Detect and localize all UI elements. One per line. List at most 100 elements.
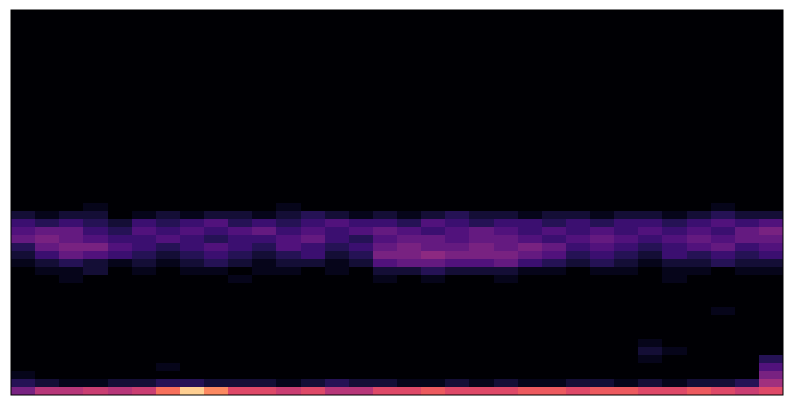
heatmap-cell [301,371,326,380]
heatmap-cell [59,10,84,19]
heatmap-cell [469,154,494,163]
heatmap-cell [445,34,470,43]
heatmap-cell [469,106,494,115]
heatmap-cell [204,371,229,380]
heatmap-cell [156,387,181,395]
heatmap-cell [735,379,760,388]
heatmap-cell [735,66,760,75]
heatmap-cell [735,114,760,123]
heatmap-cell [276,106,301,115]
heatmap-cell [469,211,494,220]
heatmap-cell [349,90,374,99]
heatmap-cell [518,283,543,292]
heatmap-cell [325,170,350,179]
heatmap-cell [445,259,470,268]
heatmap-cell [494,299,519,308]
heatmap-cell [759,122,783,131]
heatmap-cell [204,26,229,35]
heatmap-cell [180,50,205,59]
heatmap-cell [590,387,615,395]
heatmap-cell [735,355,760,364]
heatmap-cell [735,34,760,43]
heatmap-cell [108,355,133,364]
heatmap-cell [518,203,543,212]
heatmap-cell [180,259,205,268]
heatmap-cell [108,259,133,268]
heatmap-cell [373,98,398,107]
heatmap-cell [518,98,543,107]
heatmap-cell [325,387,350,395]
heatmap-cell [373,387,398,395]
heatmap-cell [204,34,229,43]
heatmap-cell [542,170,567,179]
heatmap-cell [108,299,133,308]
heatmap-cell [638,26,663,35]
heatmap-cell [180,26,205,35]
heatmap-cell [494,363,519,372]
heatmap-cell [83,331,108,340]
heatmap-cell [445,18,470,27]
heatmap-cell [132,42,157,51]
heatmap-cell [276,243,301,252]
heatmap-cell [566,50,591,59]
heatmap-cell [687,211,712,220]
heatmap-cell [349,315,374,324]
heatmap-cell [542,355,567,364]
heatmap-cell [662,275,687,284]
heatmap-cell [590,203,615,212]
heatmap-cell [445,138,470,147]
heatmap-cell [711,339,736,348]
heatmap-cell [132,18,157,27]
heatmap-cell [469,219,494,228]
heatmap-cell [566,26,591,35]
heatmap-cell [301,363,326,372]
heatmap-cell [373,219,398,228]
heatmap-cell [59,26,84,35]
heatmap-cell [204,74,229,83]
heatmap-cell [83,299,108,308]
heatmap-cell [59,211,84,220]
heatmap-cell [494,154,519,163]
heatmap-cell [687,299,712,308]
heatmap-cell [421,219,446,228]
heatmap-cell [180,10,205,19]
heatmap-cell [469,283,494,292]
heatmap-cell [638,355,663,364]
heatmap-cell [35,138,60,147]
heatmap-cell [397,194,422,203]
heatmap-cell [614,371,639,380]
heatmap-cell [252,371,277,380]
heatmap-cell [445,66,470,75]
heatmap-cell [83,66,108,75]
heatmap-cell [445,331,470,340]
heatmap-cell [711,98,736,107]
heatmap-cell [349,154,374,163]
heatmap-cell [204,379,229,388]
heatmap-cell [445,10,470,19]
heatmap-cell [59,379,84,388]
heatmap-cell [83,122,108,131]
heatmap-cell [397,170,422,179]
heatmap-cell [132,267,157,276]
heatmap-cell [204,130,229,139]
heatmap-cell [494,379,519,388]
heatmap-cell [180,130,205,139]
heatmap-cell [325,323,350,332]
heatmap-cell [421,331,446,340]
heatmap-cell [735,211,760,220]
heatmap-cell [735,186,760,195]
heatmap-cell [11,130,36,139]
heatmap-cell [687,194,712,203]
heatmap-cell [373,106,398,115]
heatmap-cell [711,122,736,131]
heatmap-cell [108,122,133,131]
heatmap-cell [469,235,494,244]
heatmap-cell [687,235,712,244]
heatmap-cell [108,178,133,187]
heatmap-cell [518,315,543,324]
heatmap-cell [494,211,519,220]
heatmap-cell [349,339,374,348]
heatmap-cell [349,122,374,131]
heatmap-cell [662,106,687,115]
heatmap-cell [204,82,229,91]
